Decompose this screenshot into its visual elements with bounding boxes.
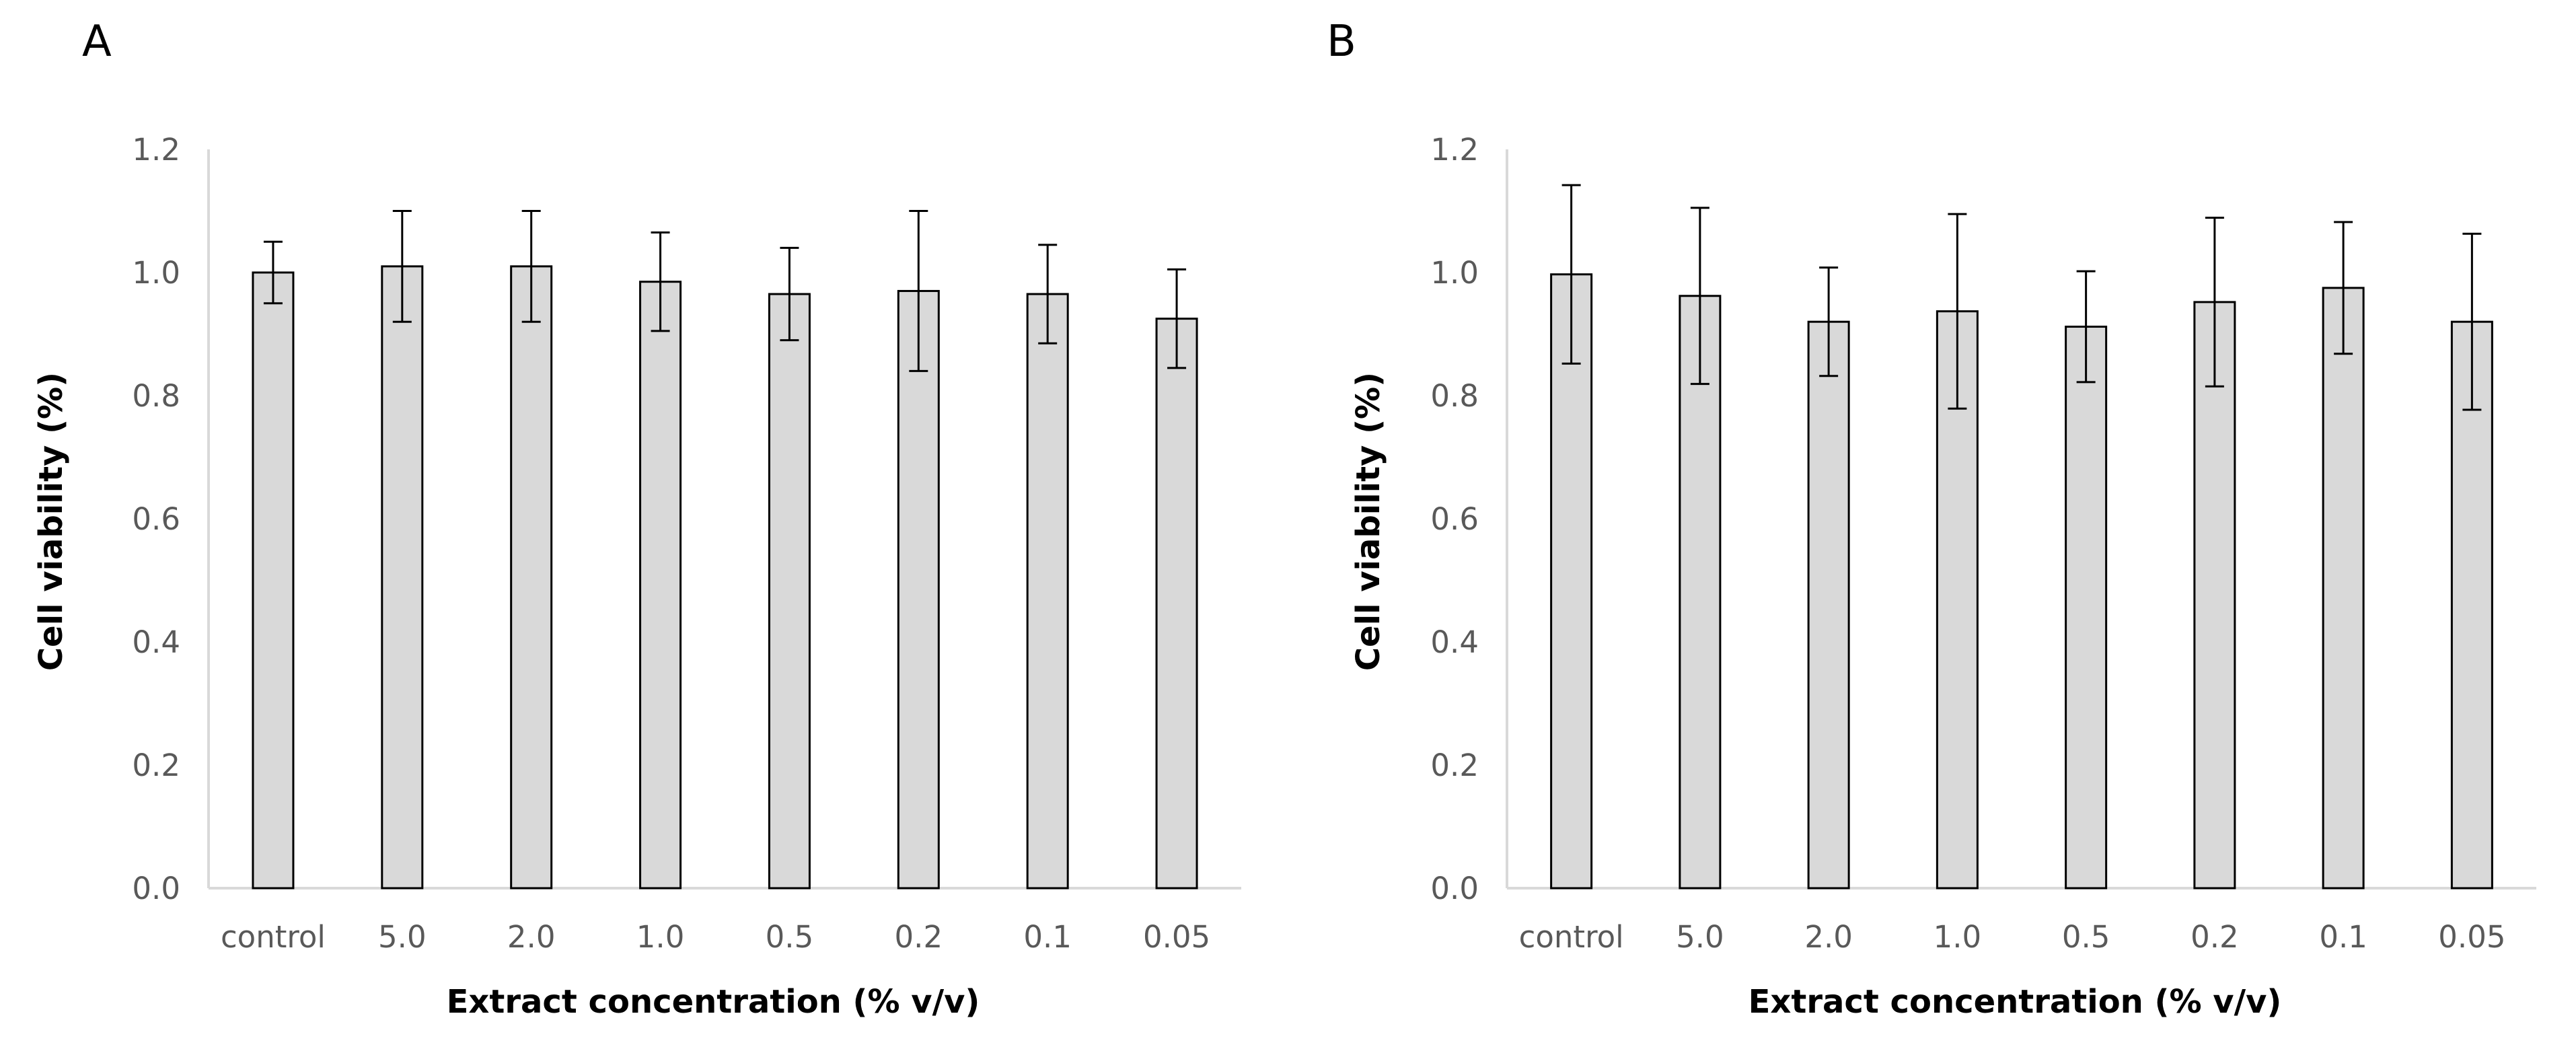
error-bar [263, 240, 283, 305]
error-bar [780, 246, 799, 342]
error-bar [2076, 270, 2096, 384]
error-bar [1819, 266, 1839, 377]
x-axis-title-b: Extract concentration (% v/v) [1749, 983, 2282, 1021]
bar [639, 281, 682, 890]
x-tick-label: 5.0 [378, 919, 427, 955]
panel-label-b: B [1327, 17, 1356, 67]
x-ticks-b: control 5.0 2.0 1.0 0.5 0.2 0.1 0.05 [1519, 919, 2506, 955]
bar [381, 265, 424, 890]
x-tick-label: 5.0 [1676, 919, 1724, 955]
x-tick-label: 0.05 [1143, 919, 1210, 955]
x-tick-label: control [221, 919, 326, 955]
y-axis-b: 0.0 0.2 0.4 0.6 0.8 1.0 1.2 [1430, 132, 1508, 906]
x-tick-label: 2.0 [507, 919, 556, 955]
x-axis-title-a: Extract concentration (% v/v) [447, 983, 980, 1021]
x-tick-label: 2.0 [1804, 919, 1853, 955]
x-tick-label: 0.2 [2191, 919, 2239, 955]
error-bar [1167, 268, 1187, 369]
x-tick-label: 1.0 [636, 919, 685, 955]
plot-area-a [209, 210, 1241, 890]
bar [510, 265, 553, 890]
bar [1807, 320, 1850, 890]
y-tick-label: 0.2 [1430, 748, 1479, 783]
error-bar [2462, 232, 2482, 411]
error-bar [1561, 184, 1581, 365]
error-bar [1948, 213, 1967, 410]
x-tick-label: 1.0 [1934, 919, 1982, 955]
error-bar [2205, 217, 2224, 388]
y-tick-label: 0.0 [1430, 871, 1479, 906]
error-bar [2334, 221, 2353, 355]
y-tick-label: 0.8 [132, 378, 180, 414]
y-tick-label: 1.0 [132, 255, 180, 291]
bar [2322, 287, 2365, 890]
x-tick-label: 0.1 [1023, 919, 1072, 955]
y-axis-a: 0.0 0.2 0.4 0.6 0.8 1.0 1.2 [132, 132, 210, 906]
x-tick-label: 0.2 [895, 919, 943, 955]
y-tick-label: 0.2 [132, 748, 180, 783]
y-tick-label: 0.4 [1430, 624, 1479, 660]
x-tick-label: 0.5 [2062, 919, 2110, 955]
y-tick-label: 0.6 [132, 501, 180, 537]
error-bar [1038, 244, 1058, 345]
x-ticks-a: control 5.0 2.0 1.0 0.5 0.2 0.1 0.05 [221, 919, 1210, 955]
y-tick-label: 1.0 [1430, 255, 1479, 291]
chart-b: B Cell viability (%) Extract concentrati… [1327, 17, 2536, 1021]
y-axis-title-a: Cell viability (%) [32, 372, 70, 671]
error-bar [521, 210, 541, 323]
y-tick-label: 0.6 [1430, 501, 1479, 537]
bar [1550, 273, 1593, 890]
error-bar [392, 210, 412, 323]
y-tick-label: 1.2 [1430, 132, 1479, 168]
x-tick-label: 0.05 [2438, 919, 2505, 955]
chart-a: A Cell viability (%) Extract concentrati… [32, 17, 1241, 1021]
y-tick-label: 1.2 [132, 132, 180, 168]
error-bar [1690, 207, 1709, 386]
panel-label-a: A [82, 17, 112, 67]
error-bar [909, 210, 928, 372]
bar [252, 271, 295, 890]
y-tick-label: 0.4 [132, 624, 180, 660]
bar [1155, 318, 1198, 890]
plot-area-b [1507, 184, 2536, 890]
bar [1026, 293, 1069, 890]
bar [2450, 320, 2493, 890]
y-axis-title-b: Cell viability (%) [1350, 372, 1387, 671]
y-tick-label: 0.0 [132, 871, 180, 906]
error-bar [651, 231, 670, 332]
y-tick-label: 0.8 [1430, 378, 1479, 414]
x-tick-label: 0.1 [2319, 919, 2367, 955]
x-tick-label: control [1519, 919, 1624, 955]
bar [768, 293, 811, 890]
bar [2193, 301, 2236, 890]
x-tick-label: 0.5 [766, 919, 814, 955]
bar [897, 289, 940, 890]
bar [2065, 326, 2108, 890]
